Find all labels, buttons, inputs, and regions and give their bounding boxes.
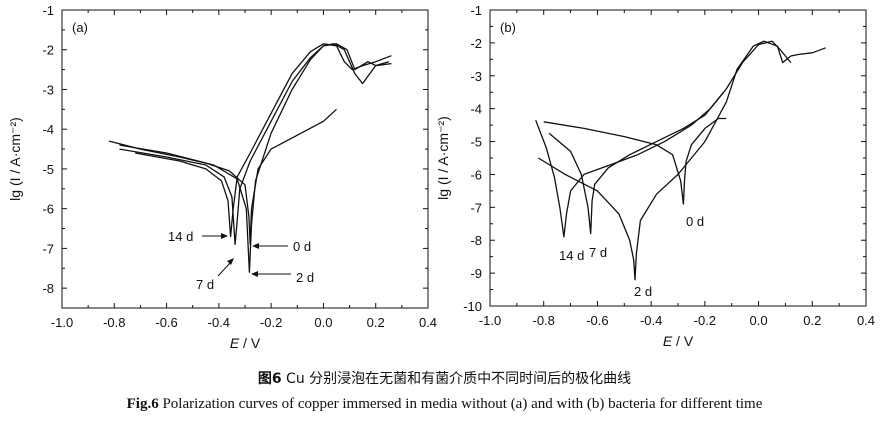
x-tick-label: -0.4 xyxy=(640,313,662,328)
series-line-2d xyxy=(537,40,826,281)
panel-a-arrow-7d-head xyxy=(227,258,234,265)
panel-b-annotation-2d: 2 d xyxy=(634,284,652,299)
figure-caption-english: Fig.6 Polarization curves of copper imme… xyxy=(0,396,889,413)
panel-a-arrow-7d-line xyxy=(217,261,232,277)
panel-b-chart: (b) -1.0 -0.8 -0.6 -0.4 -0.2 0.0 0.2 0.4-1-2-3-… xyxy=(435,3,875,349)
caption-cn-text: Cu 分别浸泡在无菌和有菌介质中不同时间后的极化曲线 xyxy=(281,371,632,387)
panel-a-label: (a) xyxy=(72,20,88,35)
panel-a-annotation-7d: 7 d xyxy=(196,277,214,292)
panel-a-arrow-2d-head xyxy=(251,271,258,277)
figure-canvas: (a) -1.0 -0.8 -0.6 -0.4 -0.2 0.0 0.2 0.4-1-2-3-… xyxy=(7,3,875,351)
y-tick-label: -2 xyxy=(42,43,54,58)
y-tick-label: -1 xyxy=(470,3,482,18)
figure-caption-chinese: 图6 Cu 分别浸泡在无菌和有菌介质中不同时间后的极化曲线 xyxy=(0,368,889,388)
caption-en-label: Fig.6 xyxy=(126,396,159,412)
y-tick-label: -3 xyxy=(42,82,54,97)
series-line-0d xyxy=(119,108,337,246)
y-tick-label: -6 xyxy=(470,167,482,182)
x-tick-label: -0.2 xyxy=(694,313,716,328)
panel-a-annotation-2d: 2 d xyxy=(296,270,314,285)
panel-b-series xyxy=(535,40,826,281)
y-tick-label: -10 xyxy=(463,299,482,314)
panel-b-annotation-7d: 7 d xyxy=(589,245,607,260)
x-tick-label: -0.2 xyxy=(260,315,282,330)
y-tick-label: -7 xyxy=(470,200,482,215)
panel-b-y-axis-label: lg (I / A·cm⁻²) xyxy=(435,116,451,200)
x-tick-label: 0.0 xyxy=(314,315,332,330)
y-tick-label: -5 xyxy=(470,135,482,150)
panel-b-annotation-0d: 0 d xyxy=(686,214,704,229)
x-tick-label: 0.4 xyxy=(857,313,875,328)
y-tick-label: -7 xyxy=(42,241,54,256)
panel-a-x-axis-label: E / V xyxy=(230,335,261,351)
panel-a-annotation-0d: 0 d xyxy=(293,239,311,254)
panel-b-annotation-14d: 14 d xyxy=(559,248,584,263)
x-tick-label: -1.0 xyxy=(51,315,73,330)
x-tick-label: -0.8 xyxy=(103,315,125,330)
x-tick-label: 0.2 xyxy=(803,313,821,328)
panel-a-chart: (a) -1.0 -0.8 -0.6 -0.4 -0.2 0.0 0.2 0.4-1-2-3-… xyxy=(7,3,437,351)
y-tick-label: -1 xyxy=(42,3,54,18)
series-line-2d xyxy=(108,43,389,273)
x-tick-label: -0.4 xyxy=(208,315,230,330)
x-tick-label: 0.2 xyxy=(367,315,385,330)
y-tick-label: -9 xyxy=(470,266,482,281)
y-tick-label: -6 xyxy=(42,202,54,217)
y-tick-label: -5 xyxy=(42,162,54,177)
panel-a-arrow-0d-head xyxy=(252,243,259,249)
series-line-14d xyxy=(135,43,392,238)
panel-b-x-axis-label-unit: / V xyxy=(672,333,694,349)
panel-b-plot-frame xyxy=(489,9,867,307)
panel-a-ticks: -1.0 -0.8 -0.6 -0.4 -0.2 0.0 0.2 0.4 -1 -2 -3 -4 -5 -… xyxy=(42,3,437,330)
panel-b-ticks: -1.0 -0.8 -0.6 -0.4 -0.2 0.0 0.2 0.4 -1 -2 -3 -4 -5 -… xyxy=(463,3,875,328)
panel-a-plot-frame xyxy=(61,9,429,309)
x-tick-label: -0.6 xyxy=(586,313,608,328)
x-tick-label: 0.0 xyxy=(750,313,768,328)
panel-b-x-axis-label-var: E xyxy=(663,333,673,349)
series-line-0d xyxy=(543,117,727,205)
panel-a-arrow-14d-head xyxy=(221,233,228,239)
series-line-7d xyxy=(119,43,392,246)
x-tick-label: -0.8 xyxy=(533,313,555,328)
y-tick-label: -8 xyxy=(470,233,482,248)
y-tick-label: -4 xyxy=(42,122,54,137)
panel-a-series xyxy=(108,43,392,273)
panel-b-x-axis-label: E / V xyxy=(663,333,694,349)
caption-cn-label: 图6 xyxy=(257,371,282,387)
x-tick-label: 0.4 xyxy=(419,315,437,330)
panel-a-x-axis-label-unit: / V xyxy=(239,335,261,351)
series-line-7d xyxy=(548,40,792,235)
y-tick-label: -2 xyxy=(470,36,482,51)
y-tick-label: -4 xyxy=(470,102,482,117)
x-tick-label: -1.0 xyxy=(479,313,501,328)
panel-a-y-axis-label: lg (I / A·cm⁻²) xyxy=(7,117,23,201)
y-tick-label: -3 xyxy=(470,69,482,84)
panel-b-label: (b) xyxy=(500,20,516,35)
panel-a-annotation-14d: 14 d xyxy=(168,229,193,244)
series-line-14d xyxy=(535,91,725,238)
caption-en-text: Polarization curves of copper immersed i… xyxy=(158,396,763,412)
panel-a-x-axis-label-var: E xyxy=(230,335,240,351)
y-tick-label: -8 xyxy=(42,281,54,296)
x-tick-label: -0.6 xyxy=(155,315,177,330)
